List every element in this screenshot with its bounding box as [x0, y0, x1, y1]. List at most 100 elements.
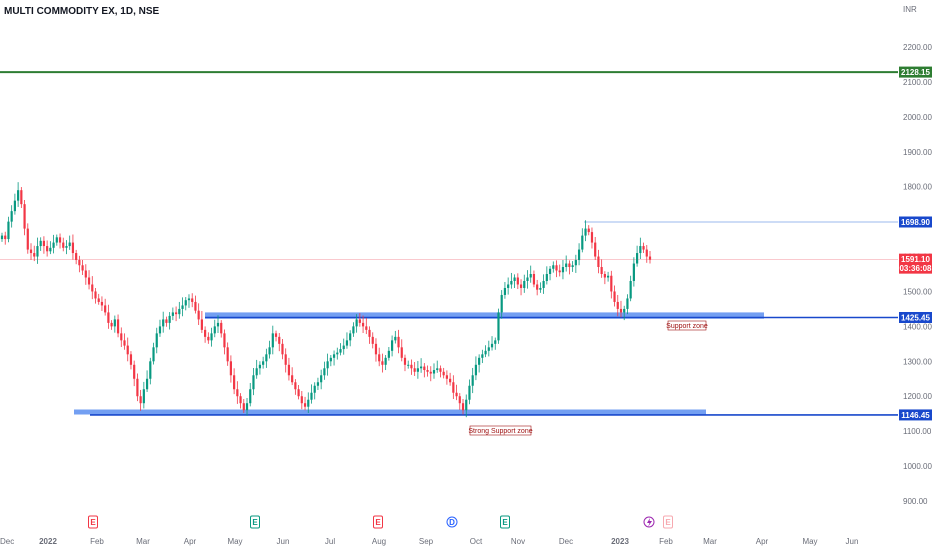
price-badge-label: 1591.10	[901, 255, 930, 264]
candle-body	[574, 260, 577, 266]
candle-body	[648, 256, 652, 260]
candle-body	[577, 249, 581, 261]
candle-body	[368, 329, 371, 337]
candle-body	[191, 298, 194, 302]
earnings-marker[interactable]	[250, 515, 260, 529]
event-letter: E	[502, 518, 508, 527]
zone-band	[74, 409, 706, 415]
candle-body	[123, 340, 126, 346]
candle-body	[494, 340, 497, 344]
candle-body	[474, 364, 478, 376]
candle-body	[339, 349, 342, 353]
zone-label-box	[469, 425, 532, 436]
earnings-marker[interactable]	[500, 515, 510, 529]
candle-body	[42, 240, 46, 247]
candle-body	[4, 235, 7, 240]
y-tick-label: 2100.00	[903, 78, 932, 87]
candle-body	[645, 249, 648, 257]
candle-body	[323, 368, 326, 376]
candle-body	[197, 310, 200, 320]
candle-body	[616, 301, 619, 309]
candle-body	[313, 385, 316, 393]
candle-body	[545, 274, 548, 281]
y-tick-label: 1400.00	[903, 322, 932, 331]
candle-body	[178, 308, 181, 315]
y-tick-label: 1300.00	[903, 357, 932, 366]
candle-body	[81, 265, 84, 271]
candle-body	[465, 399, 468, 411]
candle-body	[387, 350, 390, 358]
candle-body	[461, 403, 465, 411]
candle-body	[126, 345, 129, 355]
candle-body	[400, 347, 403, 358]
candle-body	[452, 382, 455, 393]
candle-body	[606, 275, 610, 278]
price-badge-label: 1698.90	[901, 218, 930, 227]
candle-body	[245, 403, 249, 411]
candle-body	[242, 403, 245, 411]
candle-body	[526, 277, 529, 281]
earnings-marker[interactable]	[373, 515, 383, 529]
candle-body	[532, 274, 536, 285]
candle-body	[187, 298, 191, 301]
candle-body	[558, 270, 561, 273]
price-badge-label: 1146.45	[901, 411, 930, 420]
x-tick-label: Nov	[511, 537, 525, 546]
candle-body	[619, 308, 623, 313]
candle-body	[445, 375, 448, 379]
candle-body	[300, 396, 303, 404]
candle-body	[320, 375, 323, 383]
candle-body	[207, 336, 210, 341]
candle-body	[174, 312, 178, 315]
candle-body	[471, 375, 474, 386]
candle-body	[87, 277, 91, 285]
candle-body	[329, 357, 332, 362]
y-tick-label: 2200.00	[903, 43, 932, 52]
x-tick-label: Jun	[277, 537, 290, 546]
y-tick-label: 1200.00	[903, 392, 932, 401]
candle-body	[374, 343, 378, 355]
x-tick-label: May	[227, 537, 242, 546]
x-tick-label: Mar	[136, 537, 150, 546]
candle-body	[413, 368, 416, 372]
candle-body	[181, 305, 184, 309]
candle-body	[274, 333, 278, 337]
candle-body	[284, 354, 287, 365]
candle-body	[120, 333, 123, 341]
candle-body	[381, 361, 384, 365]
earnings-marker[interactable]	[663, 515, 673, 529]
candle-body	[442, 371, 445, 376]
chart-title: MULTI COMMODITY EX, 1D, NSE	[4, 6, 160, 17]
candle-body	[165, 319, 168, 323]
dividend-marker[interactable]	[446, 516, 458, 528]
candle-body	[84, 270, 87, 278]
candle-body	[449, 378, 452, 383]
zone-label-box	[667, 320, 707, 331]
candle-body	[468, 385, 471, 400]
candle-body	[510, 280, 513, 285]
x-tick-label: Sep	[419, 537, 434, 546]
earnings-marker[interactable]	[88, 515, 98, 529]
x-tick-label: Mar	[703, 537, 717, 546]
candle-body	[326, 361, 329, 369]
candle-body	[426, 370, 429, 372]
candle-body	[220, 322, 223, 334]
candle-body	[548, 268, 552, 274]
candle-body	[397, 336, 400, 348]
candle-body	[104, 305, 107, 313]
candle-body	[139, 396, 142, 404]
candle-body	[171, 312, 174, 316]
candle-body	[390, 340, 394, 351]
candle-body	[68, 242, 71, 247]
candle-body	[291, 375, 294, 383]
event-letter: E	[665, 518, 671, 527]
candle-body	[310, 392, 313, 400]
x-tick-label: Oct	[470, 537, 483, 546]
candle-body	[10, 211, 13, 222]
candle-body	[490, 343, 494, 348]
candle-body	[407, 364, 410, 366]
x-axis: Dec 2022 Feb Mar Apr May Jun Jul Aug Sep Oct Nov Dec…	[0, 537, 858, 546]
candle-body	[513, 277, 516, 281]
candle-body	[561, 267, 565, 273]
